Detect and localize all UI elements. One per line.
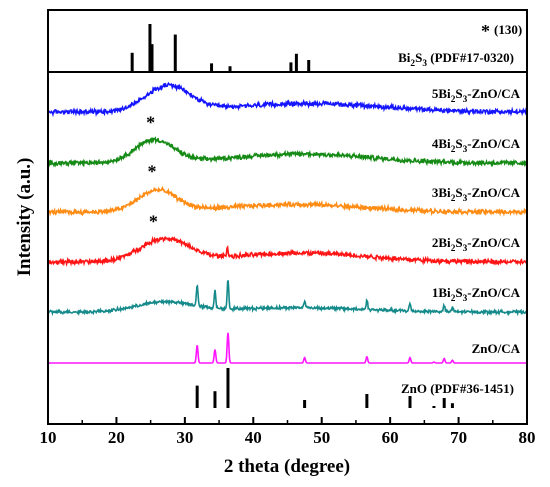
x-tick-label: 70 [450, 428, 467, 447]
x-tick-label: 50 [313, 428, 330, 447]
x-axis-tick-labels: 10 20 30 40 50 60 70 80 [40, 428, 536, 447]
series-line [47, 235, 528, 268]
x-axis-ticks [47, 417, 528, 424]
zno-reference-label: ZnO (PDF#36-1451) [401, 381, 514, 396]
series-line [47, 81, 528, 118]
series-3: * [47, 162, 528, 217]
star-marker: * [149, 212, 158, 232]
star-marker: * [148, 162, 157, 182]
series-label: ZnO/CA [472, 341, 521, 356]
x-tick-label: 80 [519, 428, 536, 447]
y-axis-title: Intensity (a.u.) [14, 158, 35, 277]
series-1 [47, 81, 528, 118]
x-tick-label: 10 [40, 428, 57, 447]
series-2: * [47, 113, 528, 168]
series-label: 1Bi2S3-ZnO/CA [432, 285, 521, 304]
series-label: 2Bi2S3-ZnO/CA [432, 235, 521, 254]
series-line [47, 280, 528, 317]
x-axis-title: 2 theta (degree) [224, 456, 350, 477]
x-tick-label: 20 [108, 428, 125, 447]
series-5 [47, 280, 528, 317]
x-tick-label: 60 [382, 428, 399, 447]
series-6 [48, 332, 527, 364]
star-marker: * [146, 113, 155, 133]
plot-content: Bi2S3 (PDF#17-0320) ZnO (PDF#36-1451) 5Bi2… [47, 24, 528, 408]
x-tick-label: 40 [245, 428, 262, 447]
series-label: 4Bi2S3-ZnO/CA [432, 136, 521, 155]
bi2s3-reference-label: Bi2S3 (PDF#17-0320) [398, 50, 514, 69]
star-legend-symbol: * [481, 21, 490, 41]
series-label: 3Bi2S3-ZnO/CA [432, 185, 521, 204]
series-line [47, 136, 528, 168]
bi2s3-reference-pattern [130, 24, 311, 72]
star-legend-text: (130) [494, 22, 522, 37]
series-4: * [47, 212, 528, 268]
star-legend: * (130) [481, 21, 522, 41]
series-line [48, 332, 527, 364]
series-label: 5Bi2S3-ZnO/CA [432, 86, 521, 105]
zno-reference-pattern [195, 368, 454, 408]
series-line [47, 185, 528, 217]
x-tick-label: 30 [176, 428, 193, 447]
